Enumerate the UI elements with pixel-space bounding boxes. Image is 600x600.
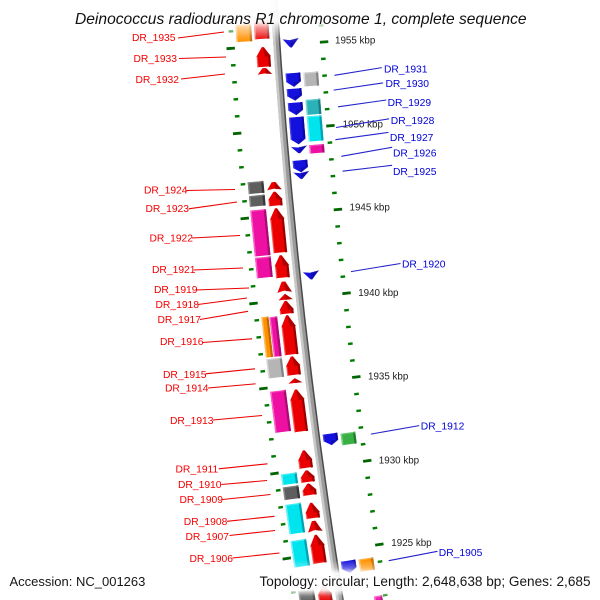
svg-text:DR_1915: DR_1915	[163, 370, 207, 381]
svg-text:DR_1918: DR_1918	[156, 300, 200, 311]
svg-text:DR_1925: DR_1925	[393, 167, 437, 178]
svg-text:DR_1924: DR_1924	[144, 185, 188, 196]
svg-text:DR_1919: DR_1919	[154, 285, 198, 296]
svg-text:1955 kbp: 1955 kbp	[335, 36, 376, 47]
svg-text:DR_1914: DR_1914	[165, 384, 209, 395]
svg-text:DR_1933: DR_1933	[134, 54, 178, 65]
svg-text:DR_1911: DR_1911	[176, 464, 219, 475]
svg-text:1940 kbp: 1940 kbp	[358, 288, 399, 299]
svg-text:DR_1906: DR_1906	[190, 554, 234, 565]
svg-text:DR_1929: DR_1929	[388, 98, 432, 109]
svg-text:DR_1932: DR_1932	[136, 75, 180, 86]
svg-text:DR_1913: DR_1913	[170, 416, 214, 427]
svg-text:DR_1930: DR_1930	[386, 79, 430, 90]
svg-text:1945 kbp: 1945 kbp	[350, 203, 391, 214]
svg-text:DR_1920: DR_1920	[402, 259, 446, 270]
svg-text:DR_1928: DR_1928	[391, 116, 435, 127]
svg-text:Deinococcus radiodurans R1 chr: Deinococcus radiodurans R1 chromosome 1,…	[75, 11, 527, 28]
svg-text:DR_1931: DR_1931	[384, 65, 428, 76]
svg-text:DR_1926: DR_1926	[393, 149, 437, 160]
svg-text:DR_1912: DR_1912	[421, 422, 465, 433]
svg-text:DR_1907: DR_1907	[186, 532, 230, 543]
svg-text:DR_1923: DR_1923	[146, 204, 190, 215]
svg-text:DR_1909: DR_1909	[180, 495, 224, 506]
svg-text:1950 kbp: 1950 kbp	[343, 119, 384, 130]
svg-text:DR_1921: DR_1921	[152, 265, 196, 276]
svg-text:DR_1908: DR_1908	[184, 517, 228, 528]
svg-text:DR_1935: DR_1935	[132, 33, 176, 44]
svg-text:1935 kbp: 1935 kbp	[368, 372, 409, 383]
svg-text:1930 kbp: 1930 kbp	[379, 456, 420, 467]
svg-text:Accession: NC_001263: Accession: NC_001263	[10, 574, 146, 589]
svg-text:DR_1917: DR_1917	[158, 315, 202, 326]
svg-text:DR_1927: DR_1927	[390, 133, 434, 144]
svg-text:DR_1922: DR_1922	[150, 234, 194, 245]
svg-text:1925 kbp: 1925 kbp	[391, 538, 432, 549]
svg-text:Topology: circular; Length: 2,: Topology: circular; Length: 2,648,638 bp…	[260, 574, 591, 589]
svg-text:DR_1916: DR_1916	[160, 337, 204, 348]
svg-text:DR_1910: DR_1910	[178, 480, 222, 491]
svg-text:DR_1905: DR_1905	[439, 548, 483, 559]
